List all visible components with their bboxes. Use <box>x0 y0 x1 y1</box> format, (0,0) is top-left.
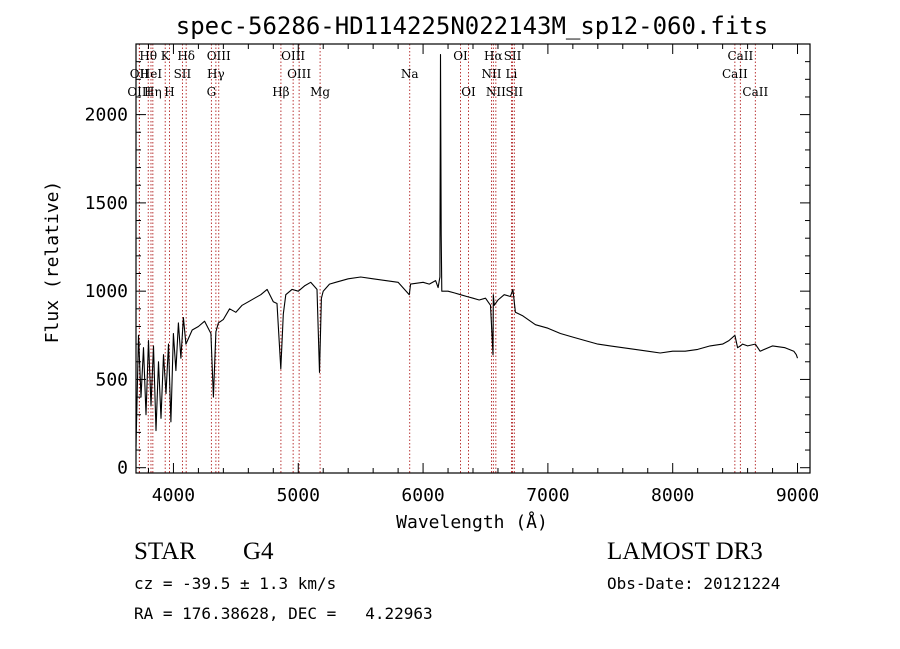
line-label-3: HeI <box>140 67 163 81</box>
line-label-2: OIII <box>127 85 151 99</box>
x-tick-label-5: 9000 <box>776 485 819 506</box>
line-label-4: Hη <box>144 85 162 99</box>
line-label-9: OIII <box>207 49 231 63</box>
line-label-0: Hθ <box>139 49 157 63</box>
line-label-23: Li <box>506 67 518 81</box>
line-label-13: OIII <box>287 67 311 81</box>
line-label-19: Hα <box>484 49 503 63</box>
object-subclass: G4 <box>243 538 274 565</box>
redshift-velocity: cz = -39.5 ± 1.3 km/s <box>134 574 337 593</box>
line-label-6: SII <box>174 67 192 81</box>
line-label-8: Hδ <box>177 49 195 63</box>
line-label-26: CaII <box>722 67 748 81</box>
sky-coordinates: RA = 176.38628, DEC = 4.22963 <box>134 604 433 623</box>
line-label-20: NII <box>481 67 501 81</box>
line-label-5: K <box>161 49 171 63</box>
line-label-1: OII <box>130 67 150 81</box>
x-axis-label: Wavelength (Å) <box>396 511 548 533</box>
x-axis-ticks: 4000 5000 6000 7000 8000 9000 <box>147 44 819 506</box>
line-label-11: G <box>207 85 217 99</box>
survey-release: LAMOST DR3 <box>607 538 763 565</box>
object-class: STAR <box>134 538 196 565</box>
line-label-22: SII <box>504 49 522 63</box>
line-label-21: NII <box>486 85 506 99</box>
spectral-line-markers <box>138 44 756 473</box>
line-label-14: Hβ <box>272 85 289 99</box>
line-label-18: OI <box>461 85 476 99</box>
y-axis-ticks: 0 500 1000 1500 2000 <box>85 61 810 479</box>
line-label-25: CaII <box>727 49 753 63</box>
x-tick-label-3: 7000 <box>526 485 569 506</box>
line-label-17: OI <box>453 49 468 63</box>
y-tick-label-1: 500 <box>95 369 128 390</box>
x-tick-label-2: 6000 <box>401 485 444 506</box>
plot-frame <box>135 43 811 474</box>
y-axis-label: Flux (relative) <box>42 181 63 344</box>
spectrum-series <box>135 54 799 447</box>
line-label-16: Na <box>401 67 419 81</box>
line-label-15: Mg <box>310 85 330 99</box>
x-tick-label-0: 4000 <box>152 485 195 506</box>
x-tick-label-1: 5000 <box>277 485 320 506</box>
line-label-10: Hγ <box>207 67 225 81</box>
observation-date: Obs-Date: 20121224 <box>607 574 781 593</box>
line-label-27: CaII <box>742 85 768 99</box>
spectrum-line <box>135 54 799 447</box>
y-tick-label-4: 2000 <box>85 105 128 126</box>
y-tick-label-2: 1000 <box>85 281 128 302</box>
line-label-12: OIII <box>281 49 305 63</box>
line-label-24: SII <box>505 85 523 99</box>
chart-title: spec-56286-HD114225N022143M_sp12-060.fit… <box>176 12 768 40</box>
line-label-7: H <box>164 85 174 99</box>
x-tick-label-4: 8000 <box>651 485 694 506</box>
y-tick-label-3: 1500 <box>85 193 128 214</box>
axes: 4000 5000 6000 7000 8000 9000 0 500 1000 1500 200… <box>85 43 819 506</box>
y-tick-label-0: 0 <box>117 458 128 479</box>
